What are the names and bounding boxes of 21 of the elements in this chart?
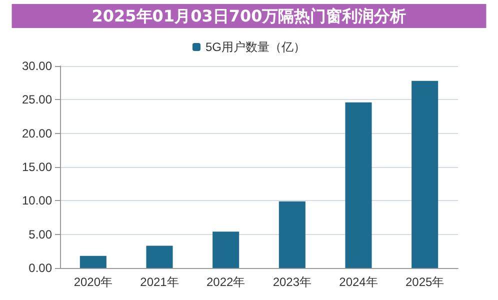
bar — [80, 256, 106, 268]
bar — [345, 102, 372, 268]
x-tick-label: 2024年 — [339, 275, 378, 289]
y-tick-label: 20.00 — [22, 126, 52, 140]
y-tick-label: 0.00 — [28, 261, 52, 275]
bar — [278, 201, 306, 268]
x-tick-label: 2020年 — [74, 275, 113, 289]
x-tick-label: 2023年 — [272, 275, 312, 289]
x-tick-label: 2025年 — [405, 275, 444, 289]
x-tick-label: 2021年 — [140, 275, 179, 289]
y-tick-label: 25.00 — [22, 92, 52, 107]
y-tick-label: 30.00 — [22, 59, 52, 73]
bar — [146, 246, 173, 268]
x-tick-label: 2022年 — [206, 275, 246, 289]
chart-title: 2025年01月03日700万隔热门窗利润分析 — [92, 6, 406, 26]
y-tick-label: 10.00 — [22, 194, 52, 208]
y-tick-label: 5.00 — [28, 227, 52, 242]
bar — [412, 80, 438, 268]
y-tick-label: 15.00 — [22, 160, 52, 174]
bar — [212, 232, 240, 268]
legend-label: 5G用户数量（亿） — [205, 40, 306, 54]
